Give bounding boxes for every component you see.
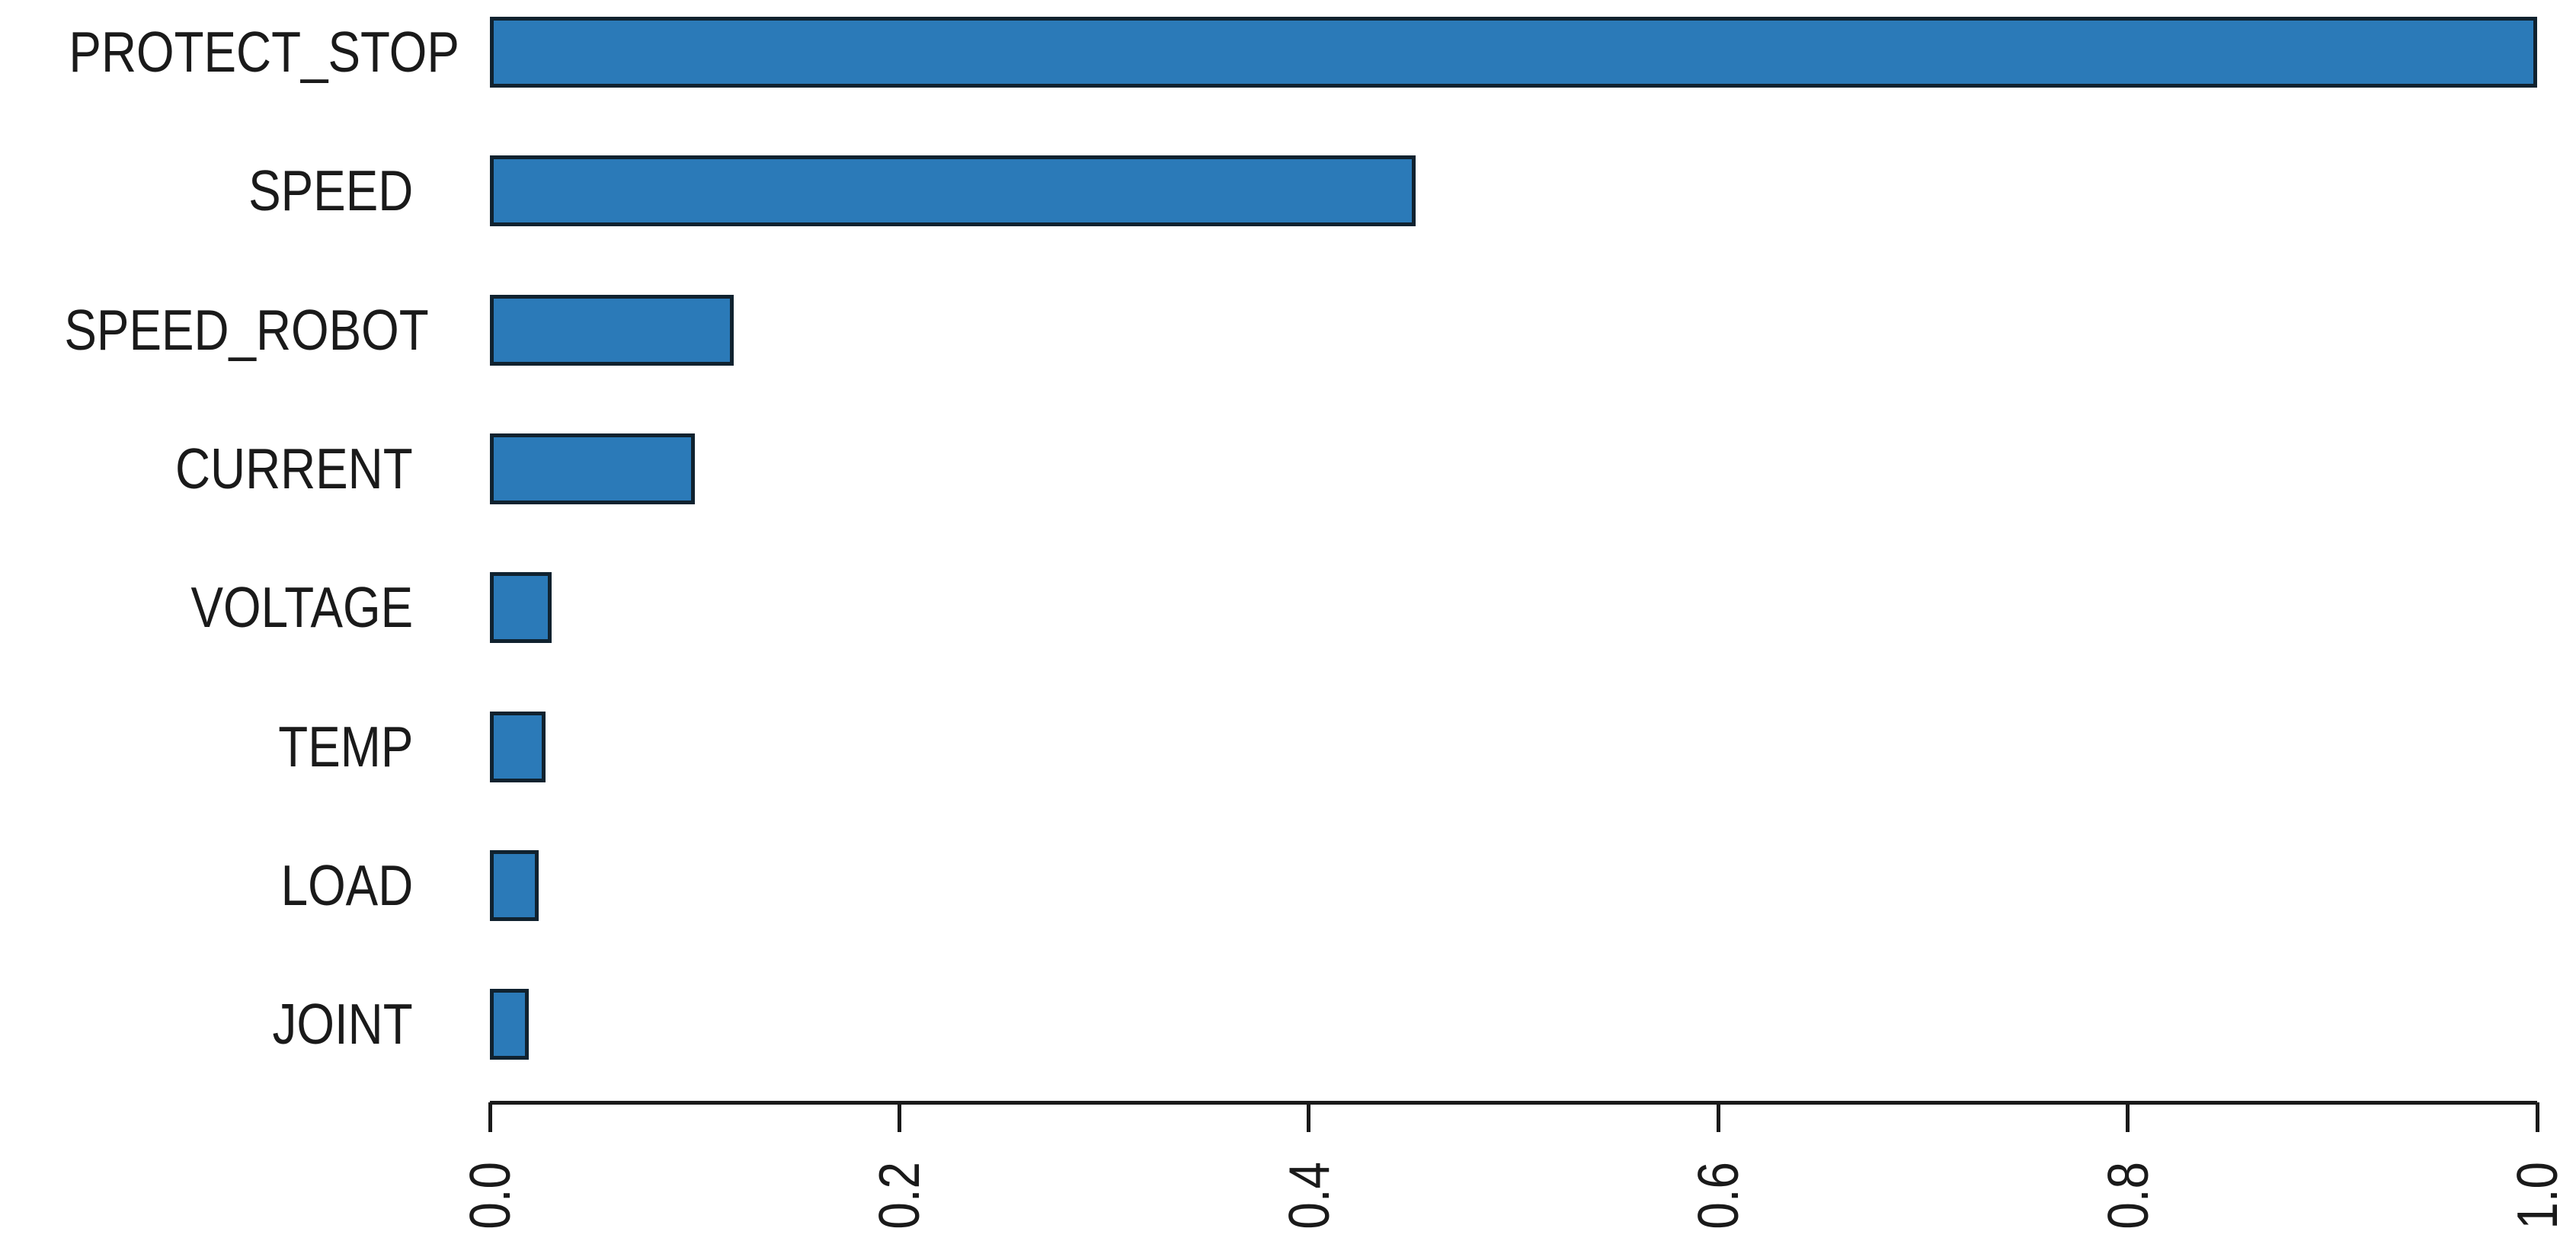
category-label-current: CURRENT — [0, 433, 413, 504]
category-label-speed_robot: SPEED_ROBOT — [0, 295, 428, 366]
category-label-current-text: CURRENT — [175, 436, 413, 501]
x-axis-tick-label-text: 0.6 — [1686, 1162, 1751, 1230]
x-axis-tick-label: 0.2 — [866, 1162, 932, 1241]
x-axis-tick-label-text: 0.2 — [867, 1162, 932, 1230]
x-axis-tick — [2126, 1102, 2130, 1132]
x-axis-tick — [2535, 1102, 2539, 1132]
x-axis-tick — [1307, 1102, 1311, 1132]
x-axis-line — [490, 1101, 2537, 1105]
category-label-temp-text: TEMP — [277, 714, 413, 779]
category-label-speed-text: SPEED — [248, 158, 413, 223]
bar-speed — [490, 155, 1416, 227]
bar-joint — [490, 989, 530, 1060]
x-axis-tick — [1716, 1102, 1720, 1132]
category-label-joint-text: JOINT — [272, 992, 413, 1057]
x-axis-tick-label: 0.0 — [457, 1162, 523, 1241]
category-label-load-text: LOAD — [280, 852, 413, 917]
bar-temp — [490, 711, 546, 782]
bar-protect_stop — [490, 17, 2537, 88]
bar-current — [490, 433, 695, 504]
category-label-joint: JOINT — [0, 989, 413, 1060]
bar-voltage — [490, 572, 552, 644]
x-axis-tick-label-text: 0.8 — [2095, 1162, 2160, 1230]
x-axis-tick-label-text: 0.0 — [458, 1162, 522, 1230]
category-label-voltage: VOLTAGE — [0, 572, 413, 643]
bar-speed_robot — [490, 294, 734, 366]
category-label-load: LOAD — [0, 850, 413, 921]
x-axis-tick-label: 0.4 — [1276, 1162, 1342, 1241]
x-axis-tick-label-text: 1.0 — [2505, 1162, 2569, 1230]
category-label-speed: SPEED — [0, 155, 413, 226]
x-axis-tick-label-text: 0.4 — [1276, 1162, 1341, 1230]
category-label-voltage-text: VOLTAGE — [190, 575, 413, 640]
x-axis-tick — [897, 1102, 901, 1132]
bar-load — [490, 849, 539, 921]
category-label-protect_stop: PROTECT_STOP — [0, 17, 459, 88]
category-label-speed_robot-text: SPEED_ROBOT — [64, 297, 429, 362]
category-label-temp: TEMP — [0, 712, 413, 782]
category-label-protect_stop-text: PROTECT_STOP — [69, 20, 459, 84]
x-axis-tick-label: 0.8 — [2095, 1162, 2161, 1241]
x-axis-tick — [488, 1102, 492, 1132]
x-axis-tick-label: 0.6 — [1685, 1162, 1751, 1241]
x-axis-tick-label: 1.0 — [2504, 1162, 2570, 1241]
